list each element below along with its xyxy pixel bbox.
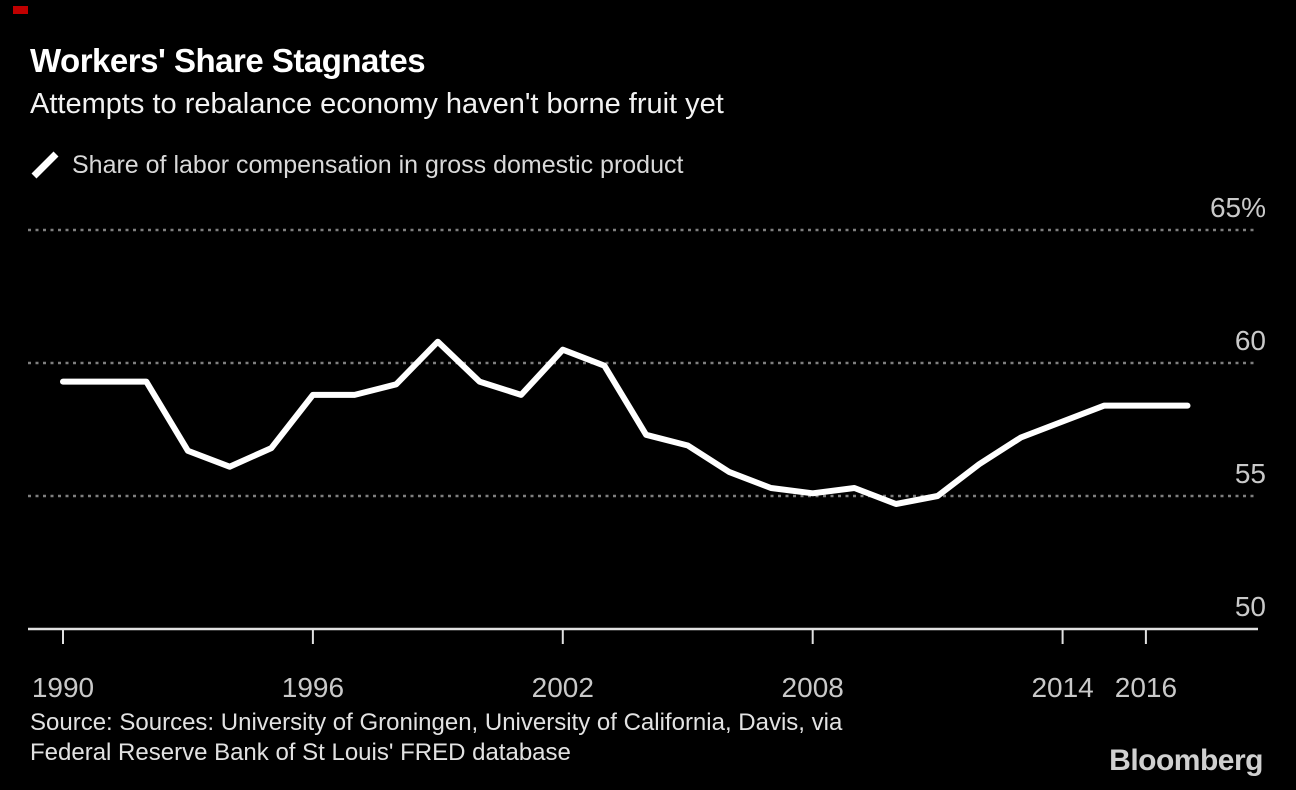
chart-subtitle: Attempts to rebalance economy haven't bo…	[30, 88, 724, 120]
legend-label: Share of labor compensation in gross dom…	[72, 150, 684, 179]
x-tick-label-2016: 2016	[1115, 672, 1177, 703]
chart-title: Workers' Share Stagnates	[30, 42, 426, 79]
line-series-icon	[31, 151, 59, 179]
x-tick-label-1990: 1990	[32, 672, 94, 703]
y-tick-label-65: 65%	[1210, 192, 1266, 223]
legend: Share of labor compensation in gross dom…	[30, 150, 683, 180]
x-tick-label-1996: 1996	[282, 672, 344, 703]
x-tick-label-2014: 2014	[1031, 672, 1093, 703]
source-note: Source: Sources: University of Groningen…	[30, 708, 842, 768]
y-tick-label-60: 60	[1235, 325, 1266, 356]
source-line-1: Source: Sources: University of Groningen…	[30, 709, 843, 736]
x-tick-label-2008: 2008	[782, 672, 844, 703]
red-marker	[13, 6, 28, 14]
y-tick-label-55: 55	[1235, 458, 1266, 489]
data-line	[60, 338, 1191, 507]
x-tick-label-2002: 2002	[532, 672, 594, 703]
y-tick-label-50: 50	[1235, 591, 1266, 622]
bloomberg-logo: Bloomberg	[1109, 744, 1263, 777]
source-line-2: Federal Reserve Bank of St Louis' FRED d…	[30, 739, 571, 766]
